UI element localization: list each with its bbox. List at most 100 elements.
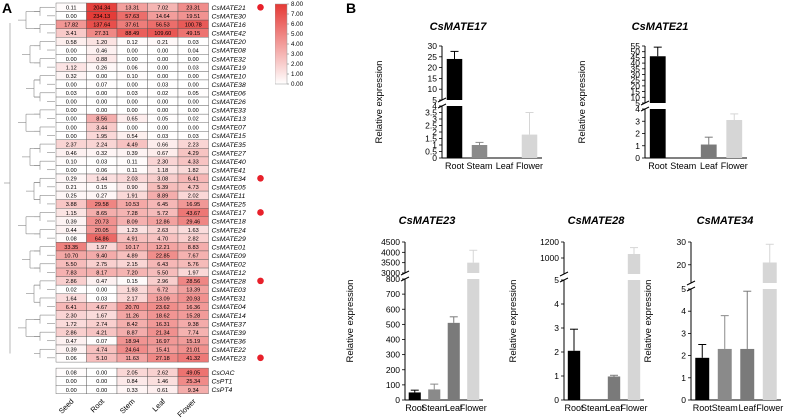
- heatmap-row-label: CsMATE06: [212, 90, 246, 97]
- heatmap-cell-value: 0.00: [157, 48, 168, 54]
- heatmap-row-label: CsMATE33: [212, 108, 246, 115]
- heatmap-cell-value: 15.41: [156, 348, 170, 354]
- heatmap-cell-value: 0.02: [157, 91, 168, 97]
- heatmap-cell-value: 2.75: [96, 262, 107, 268]
- heatmap-cell-value: 1.63: [188, 228, 199, 234]
- heatmap-cell-value: 8.89: [157, 194, 168, 200]
- bar: [607, 376, 621, 400]
- heatmap-legend: 8.00 7.00 6.00 5.00 4.00 3.00 2.00 1.00 0.00: [275, 1, 304, 88]
- bar: [567, 350, 581, 400]
- heatmap-cell-value: 16.31: [156, 322, 170, 328]
- heatmap-row-label: CsMATE40: [212, 159, 246, 166]
- chart-title: CsMATE28: [568, 215, 626, 227]
- heatmap-cell-value: 0.00: [66, 388, 77, 394]
- y-tick-label: 700: [386, 289, 400, 299]
- heatmap-cell-value: 12.21: [156, 245, 170, 251]
- heatmap-cell-value: 6.41: [66, 305, 77, 311]
- legend-tick-label: 5.00: [291, 31, 304, 38]
- heatmap-cell-value: 15.19: [186, 339, 200, 345]
- heatmap-cell-value: 0.00: [157, 65, 168, 71]
- y-tick-label: 4: [554, 299, 559, 309]
- heatmap-cell-value: 5.72: [157, 211, 168, 217]
- y-tick-label: 40: [631, 58, 641, 68]
- heatmap-row-label: CsMATE24: [212, 227, 246, 234]
- heatmap-cell-value: 1.15: [66, 211, 77, 217]
- y-axis-label: Relative expression: [643, 280, 654, 363]
- bar-upper-part: [627, 254, 641, 274]
- bar: [717, 348, 732, 400]
- heatmap-cell-value: 56.53: [156, 23, 170, 29]
- heatmap-cell-value: 3.08: [157, 177, 168, 183]
- heatmap-cell-value: 13.31: [125, 6, 139, 12]
- heatmap-cell-value: 0.00: [127, 48, 138, 54]
- bar-lower-part: [627, 280, 641, 400]
- heatmap-cell-value: 33.35: [64, 245, 78, 251]
- heatmap-cell-value: 0.08: [66, 371, 77, 377]
- heatmap-cell-value: 0.02: [66, 288, 77, 294]
- heatmap-cell-value: 0.21: [157, 40, 168, 46]
- heatmap-cell-value: 0.03: [188, 134, 199, 140]
- heatmap-cell-value: 49.05: [186, 371, 200, 377]
- heatmap-row-label: CsMATE38: [212, 82, 246, 89]
- y-tick-label: 500: [386, 319, 400, 329]
- heatmap-row-label: CsMATE12: [212, 270, 246, 277]
- heatmap-cell-value: 16.97: [156, 339, 170, 345]
- heatmap-row-label: CsMATE02: [212, 261, 246, 268]
- heatmap-column-label: Stem: [118, 397, 137, 416]
- heatmap-row-label: CsMATE01: [212, 244, 246, 251]
- heatmap-cell-value: 0.25: [66, 194, 77, 200]
- heatmap-cell-value: 0.88: [96, 57, 107, 63]
- heatmap-cell-value: 0.07: [96, 83, 107, 89]
- heatmap-cell-value: 8.56: [96, 117, 107, 123]
- y-tick-label: 100: [386, 380, 400, 390]
- bar: [521, 134, 538, 158]
- heatmap-cell-value: 2.02: [188, 194, 199, 200]
- heatmap-cell-value: 2.96: [157, 279, 168, 285]
- heatmap-row-label: CsOAC: [212, 370, 235, 377]
- heatmap-cell-value: 11.63: [125, 356, 139, 362]
- heatmap-cell-value: 1.97: [96, 245, 107, 251]
- legend-tick-label: 6.00: [291, 21, 304, 28]
- legend-tick-label: 7.00: [291, 11, 304, 18]
- heatmap-cell-value: 4.67: [96, 305, 107, 311]
- y-tick-label: 300: [386, 350, 400, 360]
- y-tick-label: 2.5: [425, 121, 437, 131]
- x-tick-label: Steam: [421, 403, 447, 413]
- y-tick-label: 800: [386, 274, 400, 284]
- heatmap-cell-value: 8.83: [188, 245, 199, 251]
- heatmap-cell-value: 6.72: [157, 288, 168, 294]
- heatmap-cell-value: 100.78: [185, 23, 202, 29]
- heatmap-row-label: CsMATE05: [212, 185, 246, 192]
- heatmap-row-label: CsMATE07: [212, 125, 246, 132]
- heatmap-cell-value: 7.67: [188, 254, 199, 260]
- heatmap-cell: [177, 353, 209, 363]
- heatmap-cell-value: 0.15: [96, 185, 107, 191]
- panel-a-label: A: [2, 0, 13, 16]
- heatmap-cell-value: 3.44: [96, 125, 107, 131]
- heatmap-cell-value: 0.06: [66, 356, 77, 362]
- heatmap-cell-value: 1.18: [157, 168, 168, 174]
- bar: [695, 357, 710, 400]
- heatmap-cell-value: 1.95: [96, 134, 107, 140]
- heatmap-cell-value: 0.21: [66, 185, 77, 191]
- heatmap-cell-value: 1.44: [96, 177, 107, 183]
- heatmap-cell-value: 0.12: [127, 40, 138, 46]
- heatmap-row-label: CsMATE16: [212, 22, 246, 29]
- y-tick-label: 35: [631, 64, 641, 74]
- heatmap-cell-value: 13.09: [156, 296, 170, 302]
- heatmap-cell-value: 8.09: [127, 219, 138, 225]
- heatmap-row-label: CsMATE13: [212, 116, 246, 123]
- legend-tick-label: 1.00: [291, 71, 304, 78]
- heatmap-row-label: CsMATE36: [212, 338, 246, 345]
- y-tick-label: 20: [428, 63, 438, 73]
- heatmap-cell-value: 3.41: [66, 31, 77, 37]
- heatmap-chart: 0.11 204.34 13.31 7.02 23.31 CsMATE21 0.00 234.…: [4, 2, 264, 419]
- heatmap-cell-value: 0.47: [96, 279, 107, 285]
- heatmap-cell-value: 0.39: [66, 219, 77, 225]
- legend-tick-label: 2.00: [291, 61, 304, 68]
- heatmap-cell-value: 2.03: [127, 177, 138, 183]
- heatmap-cell-value: 24.64: [125, 348, 139, 354]
- heatmap-cell-value: 137.64: [93, 23, 110, 29]
- heatmap-cell-value: 19.51: [186, 14, 200, 20]
- heatmap-cell-value: 0.06: [127, 65, 138, 71]
